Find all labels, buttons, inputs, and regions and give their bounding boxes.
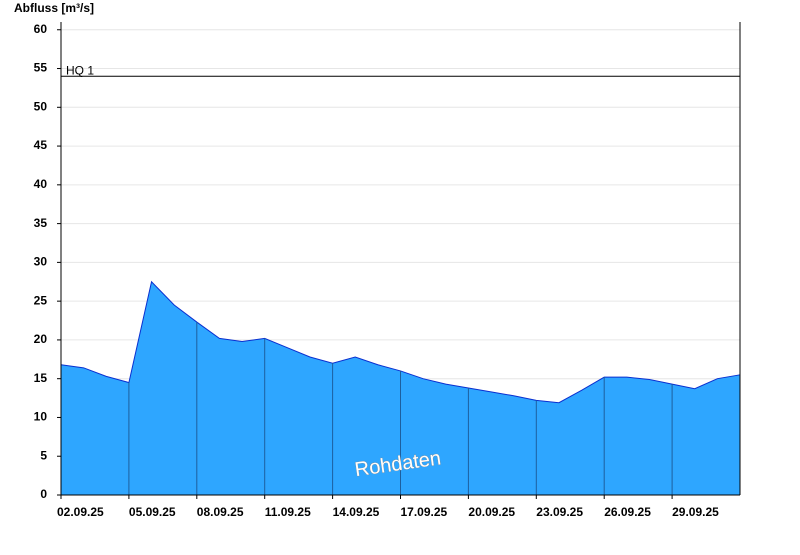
x-tick-label: 11.09.25	[265, 505, 311, 519]
x-tick-label: 26.09.25	[604, 505, 651, 519]
y-tick-label: 10	[34, 410, 48, 424]
line	[60, 280, 741, 404]
y-tick-label: 25	[34, 293, 48, 307]
y-tick-label: 30	[34, 255, 48, 269]
reference-label: HQ 1	[66, 63, 94, 77]
y-tick-label: 45	[34, 138, 48, 152]
x-tick-label: 29.09.25	[672, 505, 719, 519]
x-tick-label: 17.09.25	[401, 505, 448, 519]
y-tick-label: 40	[34, 177, 48, 191]
x-tick-label: 20.09.25	[468, 505, 515, 519]
y-tick-label: 0	[40, 487, 47, 501]
y-tick-label: 55	[34, 61, 48, 75]
x-tick-label: 02.09.25	[57, 505, 104, 519]
y-tick-label: 20	[34, 332, 48, 346]
y-tick-label: 15	[34, 371, 48, 385]
y-tick-label: 35	[34, 216, 48, 230]
y-tick-label: 5	[40, 448, 47, 462]
x-tick-label: 23.09.25	[536, 505, 583, 519]
x-tick-label: 14.09.25	[333, 505, 380, 519]
y-axis-title: Abfluss [m³/s]	[14, 1, 94, 15]
x-tick-label: 05.09.25	[129, 505, 176, 519]
y-tick-label: 60	[34, 22, 48, 36]
x-tick-label: 08.09.25	[197, 505, 244, 519]
y-tick-label: 50	[34, 99, 48, 113]
